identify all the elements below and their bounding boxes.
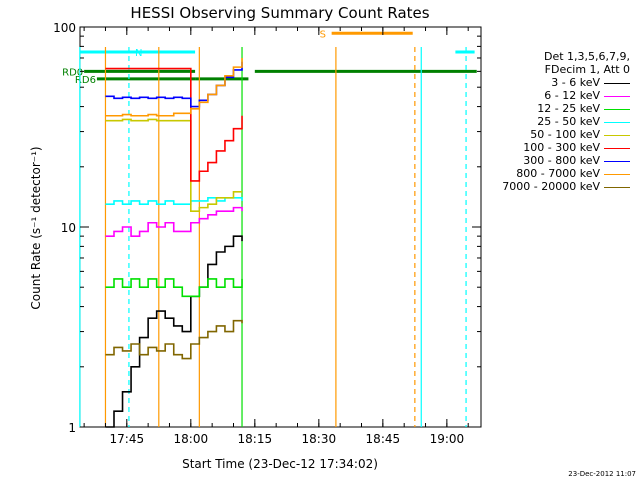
flag-bar-label: RD6 [75,75,96,86]
x-tick-label: 18:15 [238,432,273,446]
series-line [105,278,243,298]
legend-entry-label: 6 - 12 keV [544,89,600,102]
legend-entry-label: 7000 - 20000 keV [502,180,600,193]
y-tick-label: 1 [68,421,76,435]
legend-entry: 50 - 100 keV [502,128,630,141]
x-tick-label: 18:30 [302,432,337,446]
legend-entry: 300 - 800 keV [502,154,630,167]
legend-entry-label: 800 - 7000 keV [516,167,600,180]
chart-title: HESSI Observing Summary Count Rates [130,4,429,22]
legend-entry: 100 - 300 keV [502,141,630,154]
y-axis-label: Count Rate (s⁻¹ detector⁻¹) [29,146,43,309]
flag-bar-label: RD0 [62,67,83,78]
legend-swatch [604,121,630,123]
flag-bar-label: S [320,29,326,40]
legend-swatch [604,186,630,188]
series-line [105,235,243,428]
series-line [105,57,243,117]
timestamp-footer: 23-Dec-2012 11:07 [568,470,636,478]
x-tick-label: 18:00 [174,432,209,446]
legend-entry: 3 - 6 keV [502,76,630,89]
series-lines [105,57,243,428]
legend-entry-label: 50 - 100 keV [530,128,600,141]
series-line [105,206,243,237]
x-tick-label: 19:00 [430,432,465,446]
legend-swatch [604,82,630,84]
legend-entry: 7000 - 20000 keV [502,180,630,193]
legend-swatch [604,108,630,110]
legend-entry-label: 12 - 25 keV [537,102,600,115]
flag-bar-label: N [135,48,142,59]
series-line [105,67,243,182]
y-tick-label: 100 [53,21,76,35]
x-tick-label: 18:45 [366,432,401,446]
legend-entry-label: 100 - 300 keV [523,141,600,154]
legend-swatch [604,173,630,175]
legend-swatch [604,160,630,162]
legend-entry-label: 3 - 6 keV [551,76,600,89]
legend-entry-label: 25 - 50 keV [537,115,600,128]
legend-header-line: FDecim 1, Att 0 [544,63,630,76]
legend-entry: 12 - 25 keV [502,102,630,115]
legend-entry: 6 - 12 keV [502,89,630,102]
series-line [105,118,243,212]
x-tick-label: 17:45 [110,432,145,446]
series-line [105,196,243,206]
legend-entry-label: 300 - 800 keV [523,154,600,167]
vertical-markers [79,47,467,427]
x-axis-label: Start Time (23-Dec-12 17:34:02) [182,457,378,471]
axes: 1 10 100 17:45 18:00 18:15 18:30 18:45 19:00 [53,21,481,446]
legend: Det 1,3,5,6,7,9, FDecim 1, Att 0 3 - 6 k… [502,50,630,193]
series-line [105,319,243,360]
legend-swatch [604,134,630,136]
y-tick-label: 10 [61,221,76,235]
legend-entry: 25 - 50 keV [502,115,630,128]
legend-header-line: Det 1,3,5,6,7,9, [543,50,630,63]
legend-entry: 800 - 7000 keV [502,167,630,180]
legend-swatch [604,147,630,149]
legend-swatch [604,95,630,97]
